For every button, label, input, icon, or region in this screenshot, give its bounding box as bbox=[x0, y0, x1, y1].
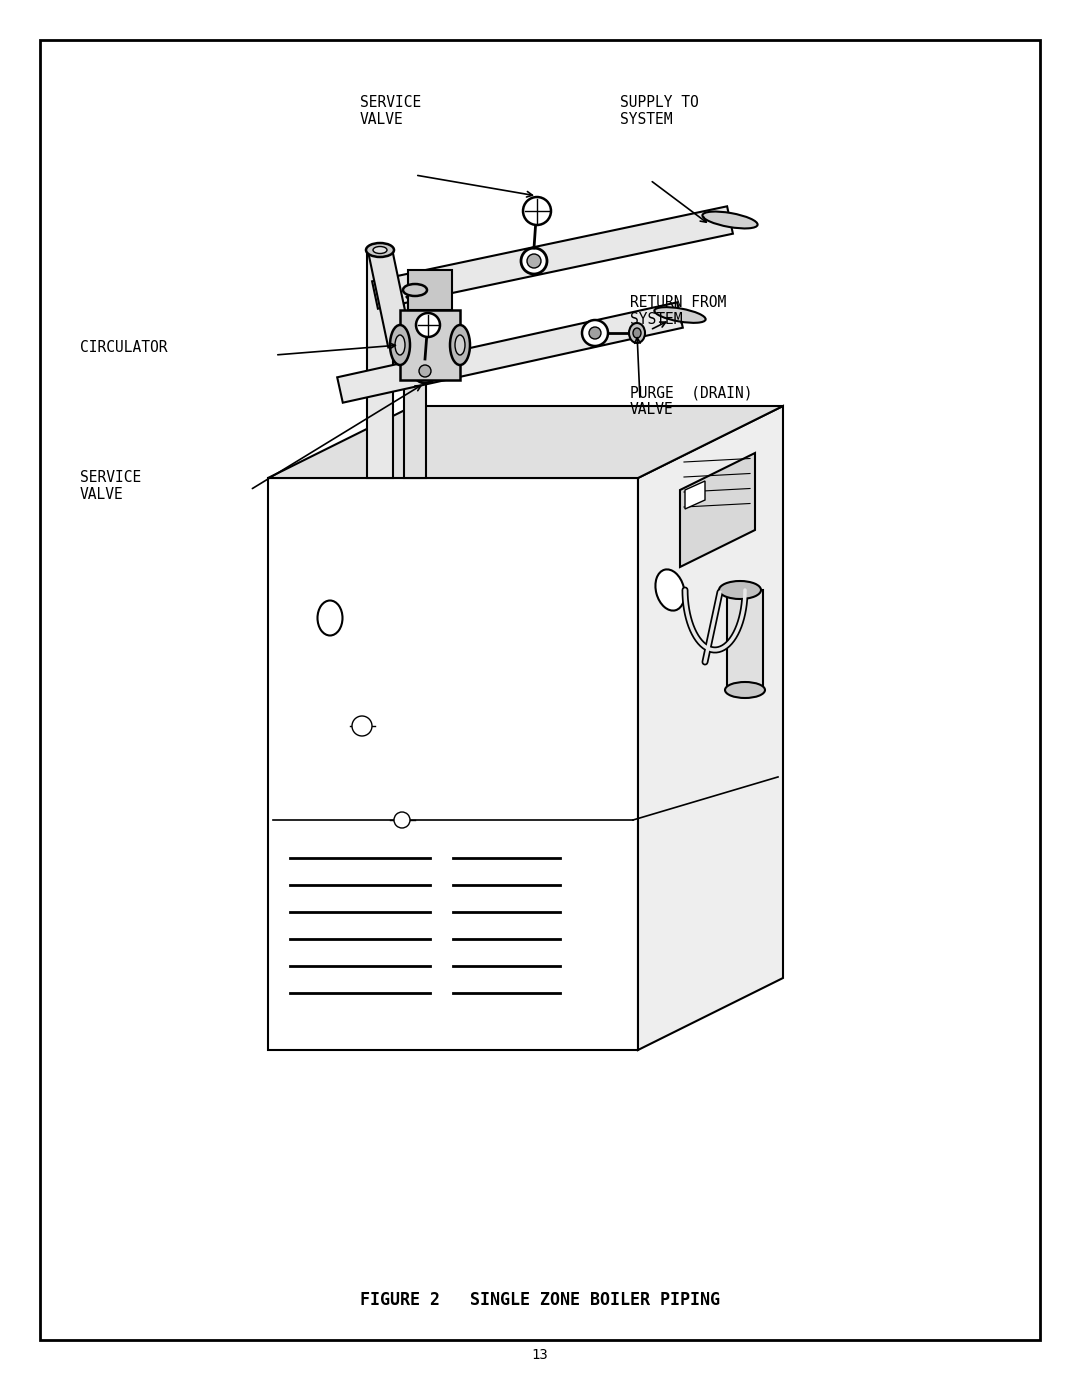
Polygon shape bbox=[638, 407, 783, 1051]
Polygon shape bbox=[408, 270, 453, 310]
Ellipse shape bbox=[521, 249, 546, 274]
Text: FIGURE 2   SINGLE ZONE BOILER PIPING: FIGURE 2 SINGLE ZONE BOILER PIPING bbox=[360, 1291, 720, 1309]
Ellipse shape bbox=[725, 682, 765, 698]
Ellipse shape bbox=[654, 307, 705, 323]
Ellipse shape bbox=[719, 581, 761, 599]
Polygon shape bbox=[680, 453, 755, 567]
Text: SUPPLY TO
SYSTEM: SUPPLY TO SYSTEM bbox=[620, 95, 699, 127]
Polygon shape bbox=[268, 478, 638, 1051]
Text: RETURN FROM
SYSTEM: RETURN FROM SYSTEM bbox=[630, 295, 726, 327]
Polygon shape bbox=[367, 250, 393, 478]
Ellipse shape bbox=[527, 254, 541, 268]
Polygon shape bbox=[368, 247, 411, 348]
Ellipse shape bbox=[450, 326, 470, 365]
Ellipse shape bbox=[403, 284, 427, 296]
Circle shape bbox=[352, 717, 372, 736]
Circle shape bbox=[416, 313, 440, 337]
Polygon shape bbox=[337, 302, 683, 402]
Ellipse shape bbox=[318, 601, 342, 636]
Circle shape bbox=[589, 327, 600, 339]
Ellipse shape bbox=[373, 246, 387, 253]
Text: SERVICE
VALVE: SERVICE VALVE bbox=[360, 95, 421, 127]
Polygon shape bbox=[685, 481, 705, 509]
Ellipse shape bbox=[366, 243, 394, 257]
Text: PURGE  (DRAIN)
VALVE: PURGE (DRAIN) VALVE bbox=[630, 386, 753, 418]
Polygon shape bbox=[400, 310, 460, 380]
Ellipse shape bbox=[455, 335, 465, 355]
Ellipse shape bbox=[419, 365, 431, 377]
Text: SERVICE
VALVE: SERVICE VALVE bbox=[80, 469, 141, 503]
Ellipse shape bbox=[633, 328, 642, 338]
Text: 13: 13 bbox=[531, 1348, 549, 1362]
Circle shape bbox=[523, 197, 551, 225]
Ellipse shape bbox=[413, 359, 437, 383]
Ellipse shape bbox=[395, 335, 405, 355]
Polygon shape bbox=[268, 407, 783, 478]
Polygon shape bbox=[406, 284, 469, 352]
Circle shape bbox=[394, 812, 410, 828]
Text: CIRCULATOR: CIRCULATOR bbox=[80, 341, 167, 355]
Ellipse shape bbox=[702, 211, 757, 229]
Circle shape bbox=[582, 320, 608, 346]
Ellipse shape bbox=[390, 326, 410, 365]
Polygon shape bbox=[373, 207, 733, 309]
Ellipse shape bbox=[656, 570, 685, 610]
Ellipse shape bbox=[629, 323, 645, 344]
Polygon shape bbox=[727, 590, 762, 690]
Polygon shape bbox=[404, 291, 426, 478]
